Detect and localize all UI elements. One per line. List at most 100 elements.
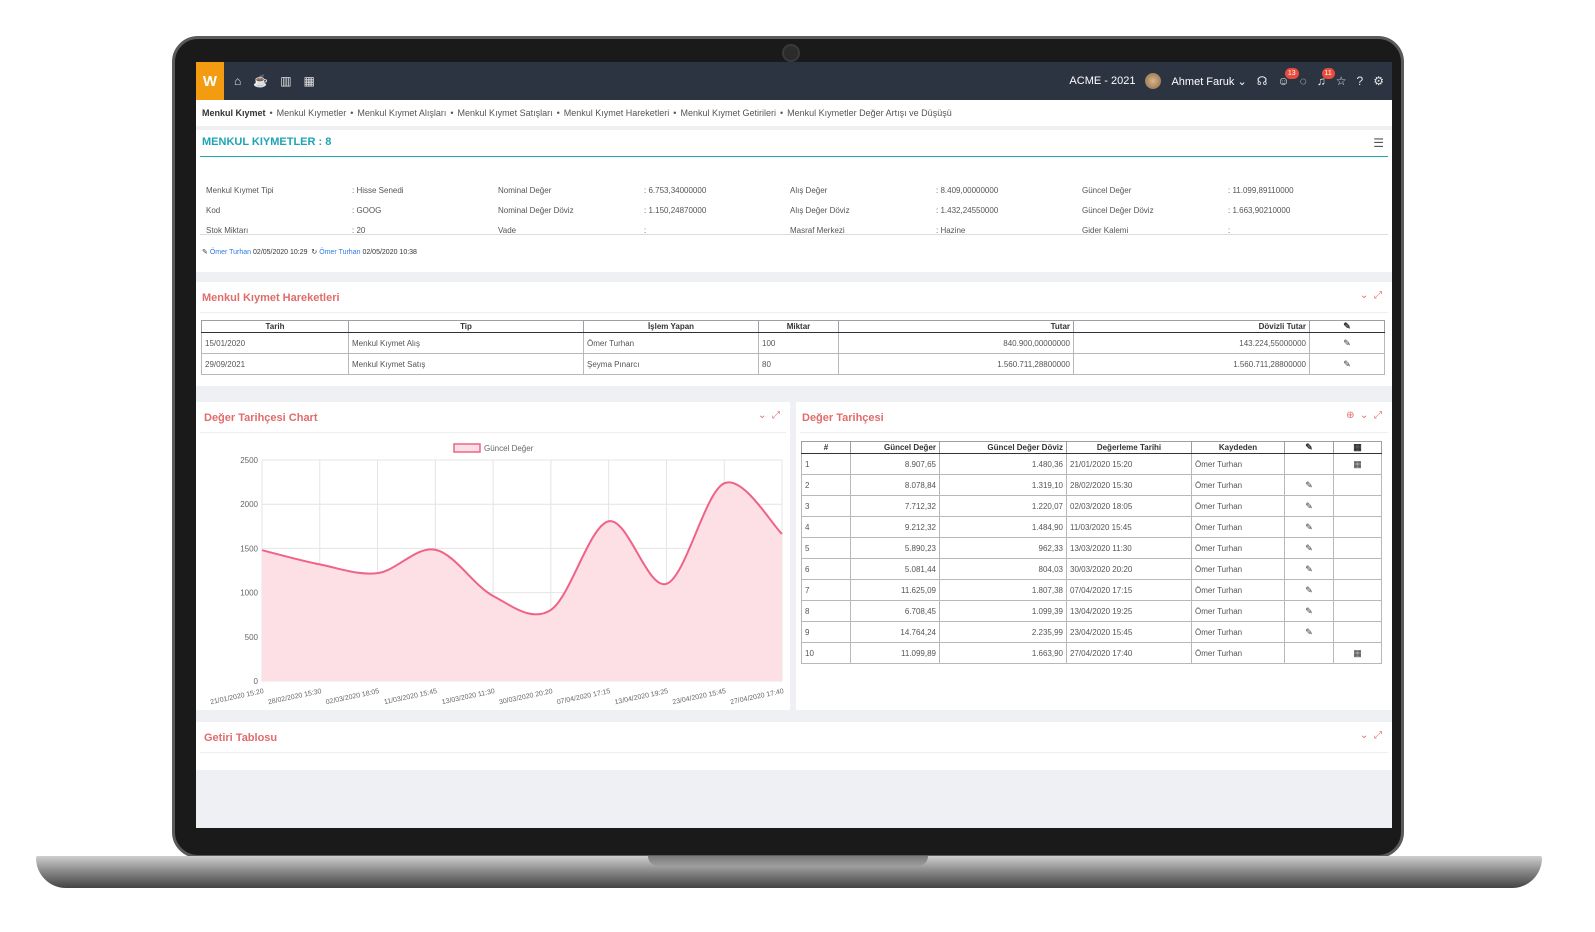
y-tick-label: 1500	[240, 544, 258, 553]
chat-icon[interactable]: ☺ 13	[1277, 68, 1299, 88]
y-tick-label: 0	[254, 677, 259, 686]
info-row-0: Menkul Kıymet Tipi: Hisse Senedi Nominal…	[206, 185, 1294, 195]
x-tick-label: 13/04/2020 19:25	[614, 688, 669, 706]
table-header-row: # Güncel Değer Güncel Değer Döviz Değerl…	[801, 441, 1382, 454]
headset-icon[interactable]: ☊	[1256, 74, 1268, 88]
x-tick-label: 28/02/2020 15:30	[267, 688, 322, 706]
collapse-chevron-icon[interactable]: ⌄	[1360, 290, 1369, 301]
table-row[interactable]: 9 14.764,24 2.235,99 23/04/2020 15:45 Ömer T…	[801, 621, 1382, 643]
table-row[interactable]: 15/01/2020 Menkul Kıymet Alış Ömer Turha…	[201, 332, 1385, 354]
chart-controls: ⌄ ⤢	[758, 410, 780, 421]
top-navbar: W ⌂ ☕ ▥ ▦ ACME - 2021 Ahmet Faruk ⌄ ☊ ☺ 1…	[196, 62, 1392, 100]
calculator-icon[interactable]: ▦	[303, 74, 315, 88]
table-row[interactable]: 7 11.625,09 1.807,38 07/04/2020 17:15 Ömer T…	[801, 579, 1382, 601]
table-row[interactable]: 1 8.907,65 1.480,36 21/01/2020 15:20 Ömer Tu…	[801, 453, 1382, 475]
expand-icon[interactable]: ⤢	[1374, 290, 1382, 301]
calculator-icon: ▦	[1333, 441, 1382, 454]
breadcrumb-item-6[interactable]: Menkul Kıymetler Değer Artışı ve Düşüşü	[787, 108, 952, 118]
updated-at: 02/05/2020 10:38	[362, 249, 417, 256]
bar-chart-icon[interactable]: ▥	[280, 74, 292, 88]
collapse-chevron-icon[interactable]: ⌄	[1360, 410, 1369, 421]
x-tick-label: 02/03/2020 18:05	[325, 688, 380, 706]
table-row[interactable]: 2 8.078,84 1.319,10 28/02/2020 15:30 Ömer Tu…	[801, 474, 1382, 496]
expand-icon[interactable]: ⤢	[772, 410, 780, 421]
collapse-chevron-icon[interactable]: ⌄	[1360, 730, 1369, 741]
series-area	[262, 482, 782, 681]
breadcrumb-item-2[interactable]: Menkul Kıymet Alışları	[357, 108, 447, 118]
app-logo[interactable]: W	[196, 62, 224, 100]
breadcrumb-item-1[interactable]: Menkul Kıymetler	[276, 108, 347, 118]
edit-icon[interactable]: ✎	[1284, 516, 1334, 538]
table-row[interactable]: 5 5.890,23 962,33 13/03/2020 11:30 Ömer Turh…	[801, 537, 1382, 559]
x-tick-label: 11/03/2020 15:45	[383, 688, 437, 706]
returns-panel: Getiri Tablosu ⌄ ⤢	[196, 722, 1392, 770]
edit-icon[interactable]: ✎	[1284, 537, 1334, 559]
returns-controls: ⌄ ⤢	[1360, 730, 1382, 741]
list-menu-icon[interactable]: ☰	[1373, 136, 1384, 150]
edit-icon[interactable]: ✎	[1309, 353, 1385, 375]
collapse-chevron-icon[interactable]: ⌄	[758, 410, 767, 421]
table-row[interactable]: 8 6.708,45 1.099,39 13/04/2020 19:25 Ömer Tu…	[801, 600, 1382, 622]
history-panel: Değer Tarihçesi ⊕ ⌄ ⤢ # Güncel Değer Gün…	[796, 402, 1392, 710]
avatar[interactable]	[1145, 73, 1162, 89]
breadcrumb-item-4[interactable]: Menkul Kıymet Hareketleri	[563, 108, 670, 118]
legend-swatch	[453, 443, 481, 453]
edit-icon[interactable]: ✎	[1284, 558, 1334, 580]
calculator-icon[interactable]: ▦	[1333, 453, 1382, 475]
table-row[interactable]: 4 9.212,32 1.484,90 11/03/2020 15:45 Ömer Tu…	[801, 516, 1382, 538]
add-icon[interactable]: ⊕	[1346, 410, 1355, 421]
table-row[interactable]: 3 7.712,32 1.220,07 02/03/2020 18:05 Ömer Tu…	[801, 495, 1382, 517]
edit-icon[interactable]: ✎	[1284, 579, 1334, 601]
bell-icon[interactable]: ♫ 11	[1317, 68, 1335, 88]
pencil-icon: ✎	[1284, 441, 1334, 454]
created-by-link[interactable]: Ömer Turhan	[209, 249, 252, 256]
message-icon[interactable]: ◌	[1299, 74, 1307, 88]
edit-icon[interactable]: ✎	[1284, 621, 1334, 643]
home-icon[interactable]: ⌂	[234, 74, 242, 88]
empty-cell	[1333, 516, 1382, 538]
chat-badge: 13	[1284, 68, 1299, 79]
empty-cell	[1284, 453, 1334, 475]
bell-badge: 11	[1321, 68, 1335, 79]
x-tick-label: 23/04/2020 15:45	[672, 688, 727, 706]
empty-cell	[1333, 600, 1382, 622]
table-row[interactable]: 6 5.081,44 804,03 30/03/2020 20:20 Ömer Turh…	[801, 558, 1382, 580]
movements-table: Tarih Tip İşlem Yapan Miktar Tutar Döviz…	[201, 320, 1385, 375]
y-tick-label: 500	[245, 633, 259, 642]
cup-icon[interactable]: ☕	[253, 74, 269, 88]
edit-icon[interactable]: ✎	[1284, 495, 1334, 517]
breadcrumb-item-3[interactable]: Menkul Kıymet Satışları	[457, 108, 553, 118]
webcam	[782, 44, 800, 62]
edit-icon[interactable]: ✎	[1284, 474, 1334, 496]
breadcrumb-item-0[interactable]: Menkul Kıymet	[202, 108, 266, 118]
updated-by-link[interactable]: Ömer Turhan	[319, 249, 361, 256]
company-selector[interactable]: ACME - 2021	[1069, 75, 1136, 87]
edit-icon[interactable]: ✎	[1284, 600, 1334, 622]
settings-icon[interactable]: ⚙	[1373, 74, 1384, 88]
star-icon[interactable]: ☆	[1335, 74, 1347, 88]
expand-icon[interactable]: ⤢	[1374, 410, 1382, 421]
breadcrumb-item-5[interactable]: Menkul Kıymet Getirileri	[680, 108, 776, 118]
empty-cell	[1333, 579, 1382, 601]
calculator-icon[interactable]: ▦	[1333, 642, 1382, 664]
history-controls: ⊕ ⌄ ⤢	[1346, 410, 1382, 421]
laptop-notch	[648, 856, 928, 866]
history-table: # Güncel Değer Güncel Değer Döviz Değerl…	[801, 441, 1382, 664]
help-icon[interactable]: ?	[1356, 74, 1364, 88]
breadcrumb: Menkul Kıymet • Menkul Kıymetler • Menkul …	[196, 100, 1392, 126]
summary-panel: MENKUL KIYMETLER : 8 ☰ Menkul Kıymet Tip…	[196, 130, 1392, 272]
table-row[interactable]: 10 11.099,89 1.663,90 27/04/2020 17:40 Ömer …	[801, 642, 1382, 664]
history-title: Değer Tarihçesi	[802, 412, 884, 424]
empty-cell	[1333, 537, 1382, 559]
table-header-row: Tarih Tip İşlem Yapan Miktar Tutar Döviz…	[201, 320, 1385, 333]
series-line	[261, 481, 783, 616]
returns-title: Getiri Tablosu	[204, 732, 278, 744]
user-menu[interactable]: Ahmet Faruk ⌄	[1171, 75, 1246, 88]
top-right-menu: ACME - 2021 Ahmet Faruk ⌄ ☊ ☺ 13 ◌ ♫ 11 ☆ …	[1069, 68, 1392, 89]
expand-icon[interactable]: ⤢	[1374, 730, 1382, 741]
movements-title: Menkul Kıymet Hareketleri	[202, 292, 340, 304]
created-at: 02/05/2020 10:29	[253, 249, 308, 256]
table-row[interactable]: 29/09/2021 Menkul Kıymet Satış Şeyma Pın…	[201, 353, 1385, 375]
empty-cell	[1284, 642, 1334, 664]
edit-icon[interactable]: ✎	[1309, 332, 1385, 354]
